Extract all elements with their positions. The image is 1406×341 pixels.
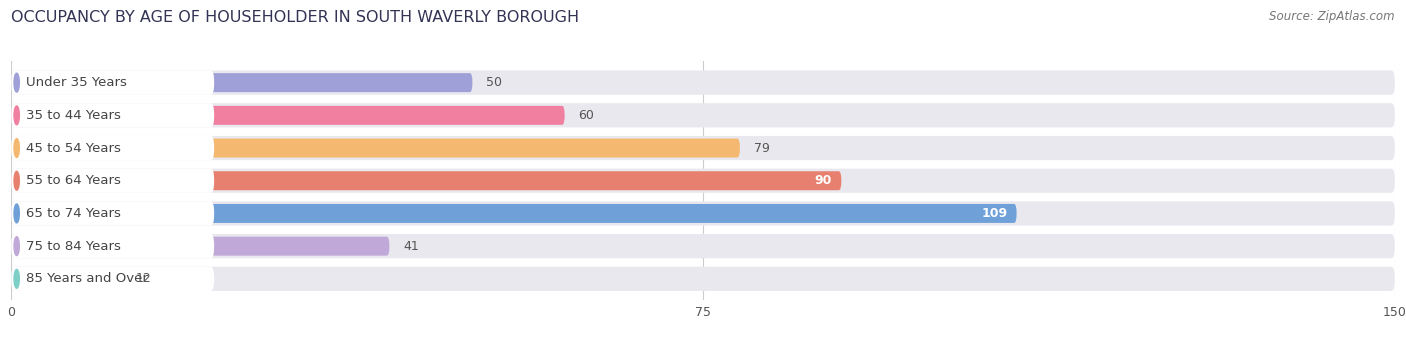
Text: 41: 41 <box>404 240 419 253</box>
Circle shape <box>14 138 20 158</box>
Text: 55 to 64 Years: 55 to 64 Years <box>25 174 121 187</box>
FancyBboxPatch shape <box>11 71 214 95</box>
Text: Under 35 Years: Under 35 Years <box>25 76 127 89</box>
Text: 79: 79 <box>754 142 769 154</box>
FancyBboxPatch shape <box>11 237 389 256</box>
Text: 85 Years and Over: 85 Years and Over <box>25 272 148 285</box>
Text: 90: 90 <box>814 174 832 187</box>
Circle shape <box>14 237 20 255</box>
FancyBboxPatch shape <box>11 267 214 291</box>
FancyBboxPatch shape <box>11 73 472 92</box>
FancyBboxPatch shape <box>11 201 214 225</box>
Text: Source: ZipAtlas.com: Source: ZipAtlas.com <box>1270 10 1395 23</box>
Text: 65 to 74 Years: 65 to 74 Years <box>25 207 121 220</box>
Text: OCCUPANCY BY AGE OF HOUSEHOLDER IN SOUTH WAVERLY BOROUGH: OCCUPANCY BY AGE OF HOUSEHOLDER IN SOUTH… <box>11 10 579 25</box>
Text: 75 to 84 Years: 75 to 84 Years <box>25 240 121 253</box>
FancyBboxPatch shape <box>11 267 1395 291</box>
FancyBboxPatch shape <box>11 234 214 258</box>
FancyBboxPatch shape <box>11 269 122 288</box>
Text: 50: 50 <box>486 76 502 89</box>
Text: 35 to 44 Years: 35 to 44 Years <box>25 109 121 122</box>
FancyBboxPatch shape <box>11 204 1017 223</box>
Circle shape <box>14 204 20 223</box>
FancyBboxPatch shape <box>11 71 1395 95</box>
Circle shape <box>14 73 20 92</box>
FancyBboxPatch shape <box>11 136 214 160</box>
Text: 109: 109 <box>981 207 1007 220</box>
FancyBboxPatch shape <box>11 103 1395 128</box>
FancyBboxPatch shape <box>11 169 1395 193</box>
FancyBboxPatch shape <box>11 234 1395 258</box>
FancyBboxPatch shape <box>11 106 565 125</box>
Text: 45 to 54 Years: 45 to 54 Years <box>25 142 121 154</box>
Circle shape <box>14 106 20 125</box>
Text: 12: 12 <box>136 272 152 285</box>
FancyBboxPatch shape <box>11 136 1395 160</box>
FancyBboxPatch shape <box>11 169 214 193</box>
FancyBboxPatch shape <box>11 103 214 128</box>
Text: 60: 60 <box>578 109 595 122</box>
FancyBboxPatch shape <box>11 138 740 158</box>
Circle shape <box>14 269 20 288</box>
FancyBboxPatch shape <box>11 171 841 190</box>
Circle shape <box>14 171 20 190</box>
FancyBboxPatch shape <box>11 201 1395 225</box>
